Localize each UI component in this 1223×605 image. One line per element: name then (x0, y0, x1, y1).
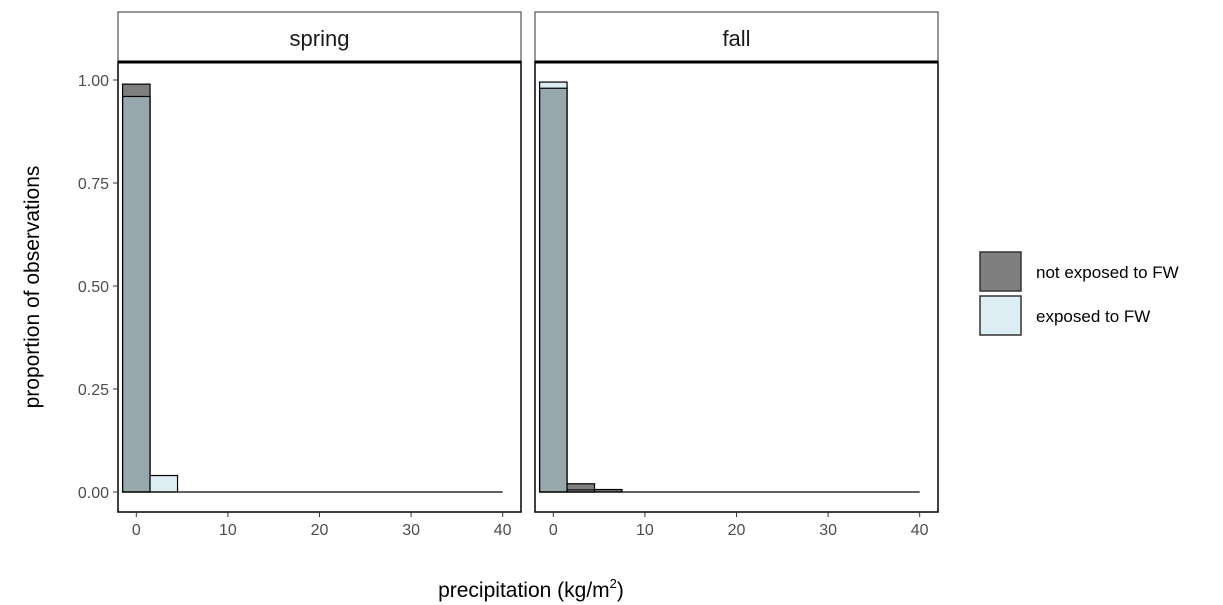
legend-label: not exposed to FW (1036, 263, 1179, 282)
x-tick-label: 30 (402, 522, 420, 539)
facet-strip-label: spring (290, 26, 350, 51)
bar-exposed (150, 475, 178, 492)
bar-overlap (567, 489, 595, 492)
y-tick-label: 1.00 (78, 73, 109, 90)
x-tick-label: 20 (728, 522, 746, 539)
x-axis-title-slash: / (586, 579, 592, 602)
legend-item: not exposed to FW (979, 251, 1179, 292)
bar-exposed (539, 82, 568, 89)
x-tick-label: 20 (311, 522, 329, 539)
facet-panel-spring: spring 0 10 20 30 40 (117, 11, 522, 539)
x-tick-label: 0 (132, 522, 141, 539)
x-tick-label: 40 (494, 522, 512, 539)
bar-not-exposed (567, 483, 595, 490)
x-tick-label: 40 (911, 522, 929, 539)
x-axis-title-text: precipitation (kg (438, 579, 586, 602)
bar-overlap (539, 88, 568, 493)
x-tick-label: 30 (819, 522, 837, 539)
x-axis-title-superscript: 2 (610, 576, 617, 591)
plot-area (535, 62, 938, 512)
y-axis-title: proportion of observations (21, 166, 44, 409)
plot-area (118, 62, 521, 512)
x-tick-label: 10 (219, 522, 237, 539)
x-tick-label: 0 (549, 522, 558, 539)
facet-strip (534, 11, 939, 63)
x-axis-title-unit: m (592, 579, 610, 602)
y-tick-label: 0.25 (78, 382, 109, 399)
x-axis-title-close: ) (617, 579, 624, 602)
legend-label: exposed to FW (1036, 307, 1150, 326)
x-axis-title: precipitation (kg/m2) (438, 576, 624, 602)
y-tick-label: 0.50 (78, 279, 109, 296)
facet-strip-label: fall (722, 26, 750, 51)
legend: not exposed to FW exposed to FW (979, 251, 1179, 336)
bar-overlap (122, 96, 151, 492)
x-tick-label: 10 (636, 522, 654, 539)
facet-panels: spring 0 10 20 30 40 fall 0 10 20 30 40 (117, 11, 939, 539)
bar-not-exposed (594, 489, 623, 492)
y-tick-label: 0.00 (78, 485, 109, 502)
facet-panel-fall: fall 0 10 20 30 40 (534, 11, 939, 539)
y-tick-label: 0.75 (78, 176, 109, 193)
legend-swatch (979, 295, 1022, 336)
y-axis: 0.00 0.25 0.50 0.75 1.00 (78, 73, 118, 502)
legend-item: exposed to FW (979, 295, 1150, 336)
legend-swatch (979, 251, 1022, 292)
bar-not-exposed (122, 84, 151, 97)
